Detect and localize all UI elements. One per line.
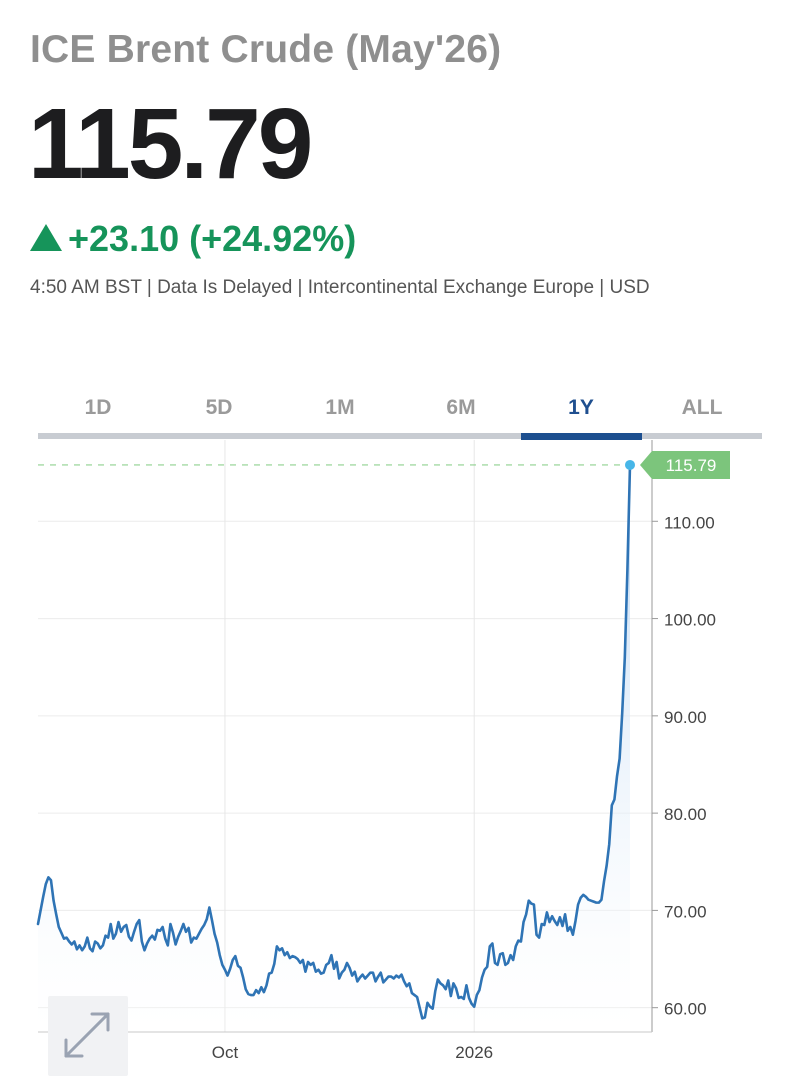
tab-5d[interactable]: 5D	[205, 396, 233, 419]
y-tick-label: 80.00	[664, 805, 707, 824]
quote-meta: 4:50 AM BST | Data Is Delayed | Intercon…	[30, 277, 650, 298]
range-tabs: 1D 5D 1M 6M 1Y ALL	[38, 388, 762, 441]
y-tick-label: 70.00	[664, 902, 707, 921]
price-area-fill	[38, 464, 630, 1033]
last-price: 115.79	[28, 88, 313, 200]
tab-all[interactable]: ALL	[681, 396, 723, 419]
active-tab-indicator	[521, 433, 642, 440]
page-title: ICE Brent Crude (May'26)	[30, 28, 502, 71]
last-price-tag	[640, 450, 730, 479]
price-series-line	[36, 463, 632, 1020]
x-tick-label: Oct	[212, 1043, 239, 1062]
last-price-tag-label: 115.79	[666, 456, 717, 475]
y-tick-label: 100.00	[664, 611, 716, 630]
tab-1d[interactable]: 1D	[84, 396, 112, 419]
tab-1y[interactable]: 1Y	[568, 396, 594, 419]
tab-1m[interactable]: 1M	[325, 396, 355, 419]
price-chart: 60.00 70.00 80.00 90.00 100.00 110.00 Oct 2026 1…	[36, 440, 730, 1062]
last-price-point	[625, 459, 635, 470]
up-triangle-icon	[30, 223, 62, 251]
expand-arrows-icon	[64, 1012, 110, 1058]
price-change: +23.10 (+24.92%)	[30, 218, 356, 260]
tab-6m[interactable]: 6M	[446, 396, 476, 419]
y-tick-label: 90.00	[664, 708, 707, 727]
y-tick-label: 110.00	[664, 513, 715, 532]
expand-chart-button[interactable]	[48, 996, 128, 1076]
price-change-value: +23.10 (+24.92%)	[68, 218, 357, 259]
tabs-track	[38, 433, 762, 439]
x-tick-label: 2026	[455, 1043, 493, 1062]
y-tick-label: 60.00	[664, 1000, 707, 1019]
